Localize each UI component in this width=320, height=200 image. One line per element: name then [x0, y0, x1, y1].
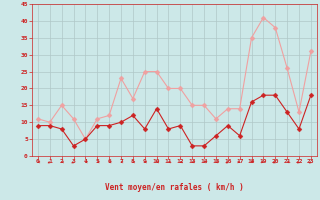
X-axis label: Vent moyen/en rafales ( km/h ): Vent moyen/en rafales ( km/h )	[105, 183, 244, 192]
